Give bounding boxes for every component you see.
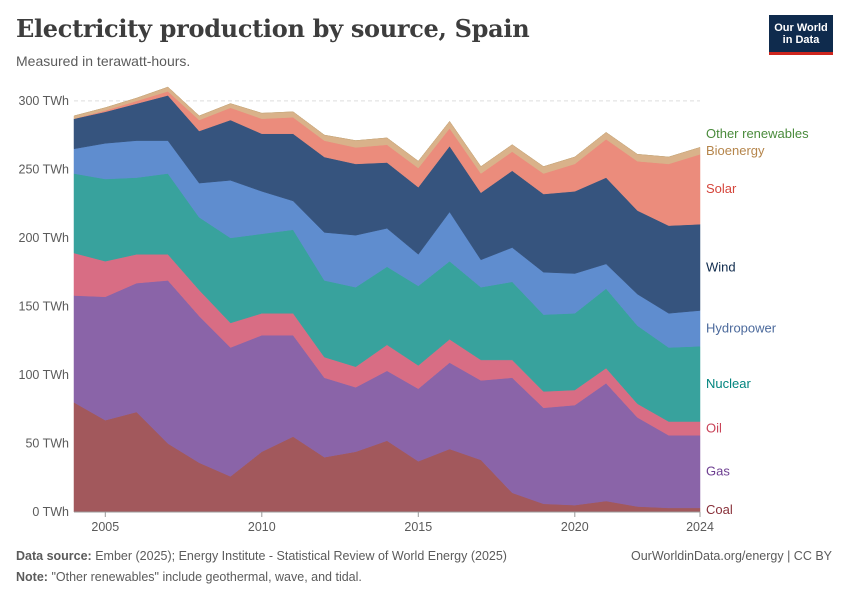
legend-label-hydropower[interactable]: Hydropower xyxy=(706,320,777,335)
note-label: Note: xyxy=(16,570,48,584)
y-tick-label: 150 TWh xyxy=(19,299,70,313)
note-text: "Other renewables" include geothermal, w… xyxy=(51,570,362,584)
credit-link[interactable]: OurWorldinData.org/energy | CC BY xyxy=(630,549,832,563)
y-tick-label: 300 TWh xyxy=(19,94,70,108)
data-source-text: Ember (2025); Energy Institute - Statist… xyxy=(95,549,507,563)
x-tick-label: 2024 xyxy=(686,520,714,534)
data-source-label: Data source: xyxy=(16,549,92,563)
x-tick-label: 2015 xyxy=(404,520,432,534)
logo-line-1: Our World xyxy=(774,21,828,34)
x-tick-label: 2010 xyxy=(248,520,276,534)
y-tick-label: 50 TWh xyxy=(25,436,69,450)
legend-label-solar[interactable]: Solar xyxy=(706,181,737,196)
chart-title: Electricity production by source, Spain xyxy=(16,14,530,43)
y-tick-label: 200 TWh xyxy=(19,231,70,245)
owid-logo[interactable]: Our World in Data xyxy=(769,15,833,55)
data-source: Data source: Ember (2025); Energy Instit… xyxy=(16,549,507,563)
legend-label-nuclear[interactable]: Nuclear xyxy=(706,376,751,391)
area-other-renewables[interactable] xyxy=(73,86,701,167)
y-tick-label: 100 TWh xyxy=(19,368,70,382)
legend-label-coal[interactable]: Coal xyxy=(706,502,733,517)
legend-label-oil[interactable]: Oil xyxy=(706,420,722,435)
x-tick-label: 2020 xyxy=(561,520,589,534)
legend-label-wind[interactable]: Wind xyxy=(706,259,736,274)
x-tick-label: 2005 xyxy=(91,520,119,534)
chart-subtitle: Measured in terawatt-hours. xyxy=(16,53,191,69)
legend-label-bioenergy[interactable]: Bioenergy xyxy=(706,143,765,158)
logo-line-2: in Data xyxy=(782,33,820,46)
chart-note: Note: "Other renewables" include geother… xyxy=(16,570,362,584)
legend-label-gas[interactable]: Gas xyxy=(706,464,730,479)
legend-label-other-renewables[interactable]: Other renewables xyxy=(706,126,809,141)
y-tick-label: 0 TWh xyxy=(32,505,69,519)
y-tick-label: 250 TWh xyxy=(19,162,70,176)
area-chart[interactable]: 0 TWh 50 TWh 100 TWh 150 TWh 200 TWh 250 TWh 3… xyxy=(0,0,850,540)
